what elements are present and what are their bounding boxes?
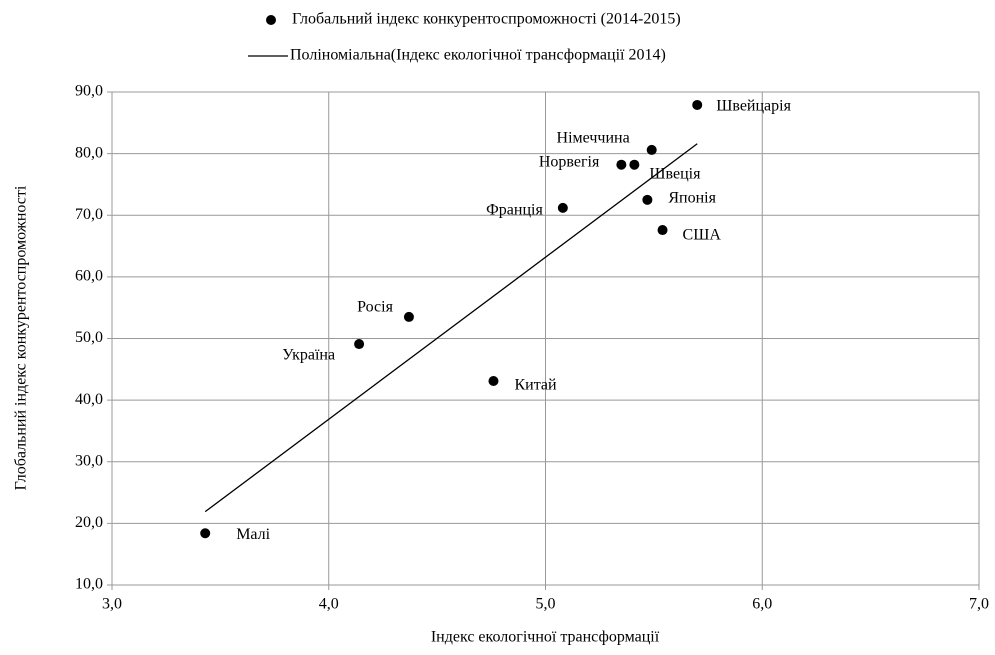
point-label: Франція xyxy=(486,202,543,219)
x-tick-label: 6,0 xyxy=(752,596,772,613)
point-label: США xyxy=(683,227,722,244)
y-tick-label: 50,0 xyxy=(75,329,103,346)
plot-border xyxy=(111,91,980,586)
scatter-point xyxy=(692,99,703,110)
point-label: Норвегія xyxy=(539,153,600,170)
y-tick-label: 40,0 xyxy=(75,391,103,408)
scatter-point xyxy=(200,528,211,539)
scatter-point xyxy=(646,144,657,155)
scatter-point xyxy=(488,376,499,387)
y-tick-label: 60,0 xyxy=(75,268,103,285)
scatter-point xyxy=(557,202,568,213)
x-tick-label: 5,0 xyxy=(536,596,556,613)
y-tick-label: 70,0 xyxy=(75,206,103,223)
y-tick-label: 30,0 xyxy=(75,452,103,469)
y-tick-label: 20,0 xyxy=(75,514,103,531)
x-axis-label: Індекс екологічної трансформації xyxy=(431,629,660,646)
scatter-point xyxy=(403,311,414,322)
point-label: Німеччина xyxy=(557,130,630,147)
scatter-point xyxy=(642,194,653,205)
point-label: Малі xyxy=(236,526,270,543)
point-label: Китай xyxy=(514,377,557,394)
point-label: Швейцарія xyxy=(716,98,791,115)
legend-label: Глобальний індекс конкурентоспроможності… xyxy=(292,11,681,28)
scatter-point xyxy=(629,159,640,170)
y-axis-label: Глобальний індекс конкурентоспроможності xyxy=(13,185,30,490)
scatter-point xyxy=(354,339,365,350)
y-tick-label: 10,0 xyxy=(75,576,103,593)
y-tick-label: 90,0 xyxy=(75,83,103,100)
point-label: Японія xyxy=(668,190,716,207)
x-tick-label: 7,0 xyxy=(969,596,989,613)
scatter-point xyxy=(616,159,627,170)
scatter-point xyxy=(657,225,668,236)
y-tick-label: 80,0 xyxy=(75,144,103,161)
x-tick-label: 4,0 xyxy=(319,596,339,613)
legend-marker xyxy=(266,15,276,25)
point-label: Україна xyxy=(282,347,335,364)
x-tick-label: 3,0 xyxy=(102,596,122,613)
trend-line xyxy=(204,143,698,513)
point-label: Росія xyxy=(357,299,393,316)
legend-label: Поліноміальна(Індекс екологічної трансфо… xyxy=(290,47,666,64)
